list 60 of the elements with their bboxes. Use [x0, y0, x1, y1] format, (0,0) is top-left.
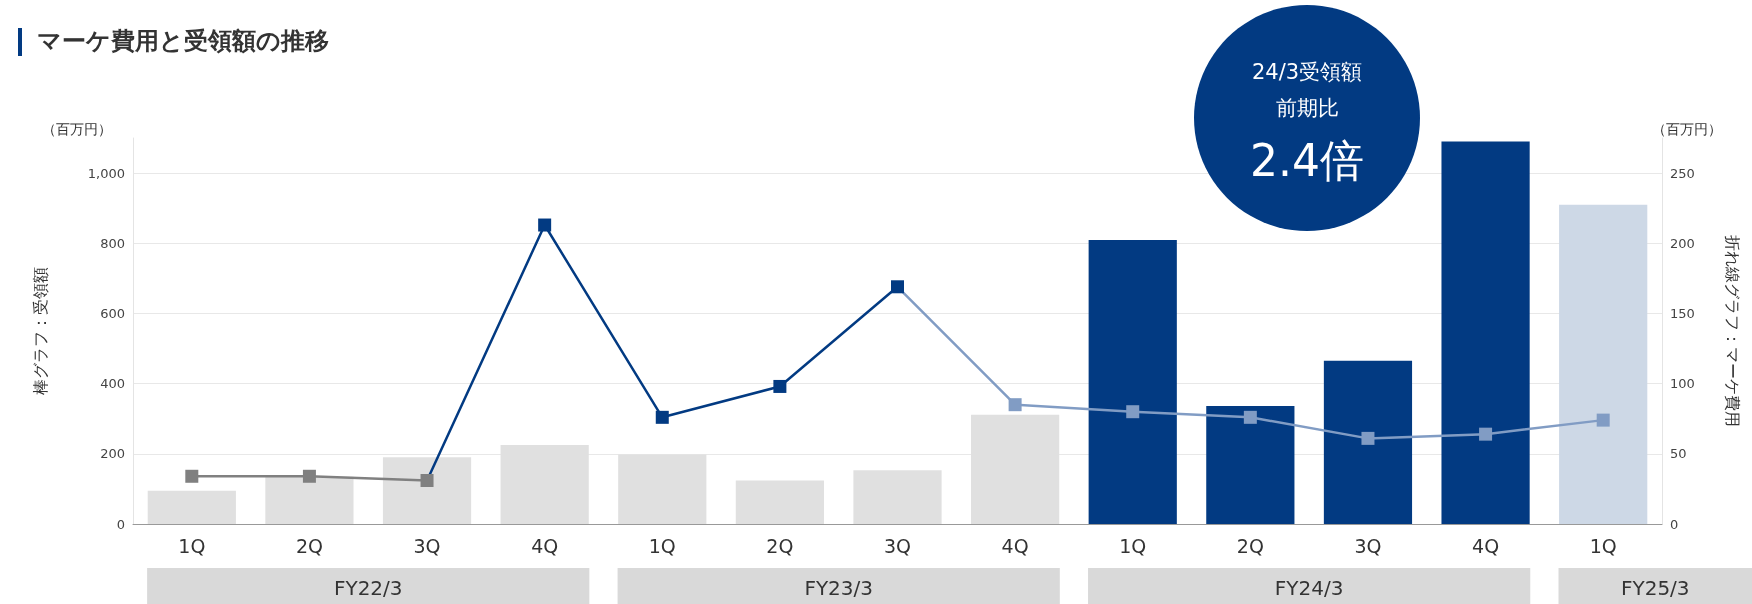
y2-axis-title: 折れ線グラフ：マーケ費用	[1722, 235, 1742, 427]
point	[420, 473, 434, 487]
x-tick-label: 3Q	[883, 534, 912, 557]
text: （百万円）	[1652, 121, 1722, 137]
point	[1126, 405, 1140, 419]
point	[655, 410, 669, 424]
x-tick-label: 4Q	[1001, 534, 1029, 557]
point	[538, 218, 552, 232]
bar	[735, 480, 824, 524]
bar	[1206, 406, 1295, 524]
text: 24/3受領額	[1251, 60, 1363, 84]
chart-title: マーケ費用と受領額の推移	[37, 27, 329, 55]
bar	[147, 490, 236, 524]
x-tick-label: 4Q	[1472, 534, 1500, 557]
point	[1596, 413, 1610, 427]
y-tick-label: 200	[100, 446, 125, 462]
y-axis-title: 棒グラフ：受領額	[30, 267, 50, 395]
bar	[1441, 141, 1530, 524]
bar	[265, 476, 354, 524]
x-tick-label: 1Q	[1119, 534, 1147, 557]
bar	[1323, 360, 1413, 524]
text: FY23/3	[804, 576, 874, 600]
point	[185, 469, 199, 483]
point	[773, 379, 787, 393]
text: FY22/3	[333, 576, 403, 600]
point	[1479, 427, 1493, 441]
y2-tick-label: 200	[1670, 235, 1695, 251]
point	[1243, 410, 1257, 424]
y-tick-label: 1,000	[87, 165, 125, 181]
y2-tick-label: 150	[1670, 305, 1695, 321]
point	[1008, 398, 1022, 412]
text: 前期比	[1275, 96, 1339, 120]
text: FY24/3	[1274, 576, 1344, 600]
y-tick-label: 800	[100, 235, 125, 251]
point	[891, 280, 904, 294]
x-tick-label: 2Q	[766, 534, 794, 557]
y-tick-label: 400	[100, 376, 125, 392]
text: FY25/3	[1620, 576, 1690, 600]
x-tick-label: 4Q	[531, 534, 559, 557]
y2-tick-label: 0	[1670, 516, 1679, 532]
bar	[853, 470, 942, 524]
bar	[1088, 240, 1177, 524]
bar	[1559, 204, 1648, 524]
x-tick-label: 3Q	[413, 534, 441, 557]
y2-tick-label: 50	[1670, 446, 1687, 462]
bar	[382, 457, 472, 524]
y2-tick-label: 250	[1670, 165, 1695, 181]
x-tick-label: 3Q	[1354, 534, 1382, 557]
annotation: 2.4倍	[1250, 134, 1364, 186]
x-tick-label: 1Q	[1589, 534, 1617, 557]
x-tick-label: 2Q	[295, 534, 323, 557]
x-tick-label: 1Q	[648, 534, 676, 557]
point	[302, 469, 316, 483]
x-tick-label: 1Q	[178, 534, 206, 557]
y-tick-label: 0	[116, 516, 125, 532]
y2-tick-label: 100	[1670, 376, 1695, 392]
point	[1361, 431, 1375, 445]
text: （百万円）	[42, 121, 112, 137]
y-tick-label: 600	[100, 305, 125, 321]
x-tick-label: 2Q	[1236, 534, 1264, 557]
